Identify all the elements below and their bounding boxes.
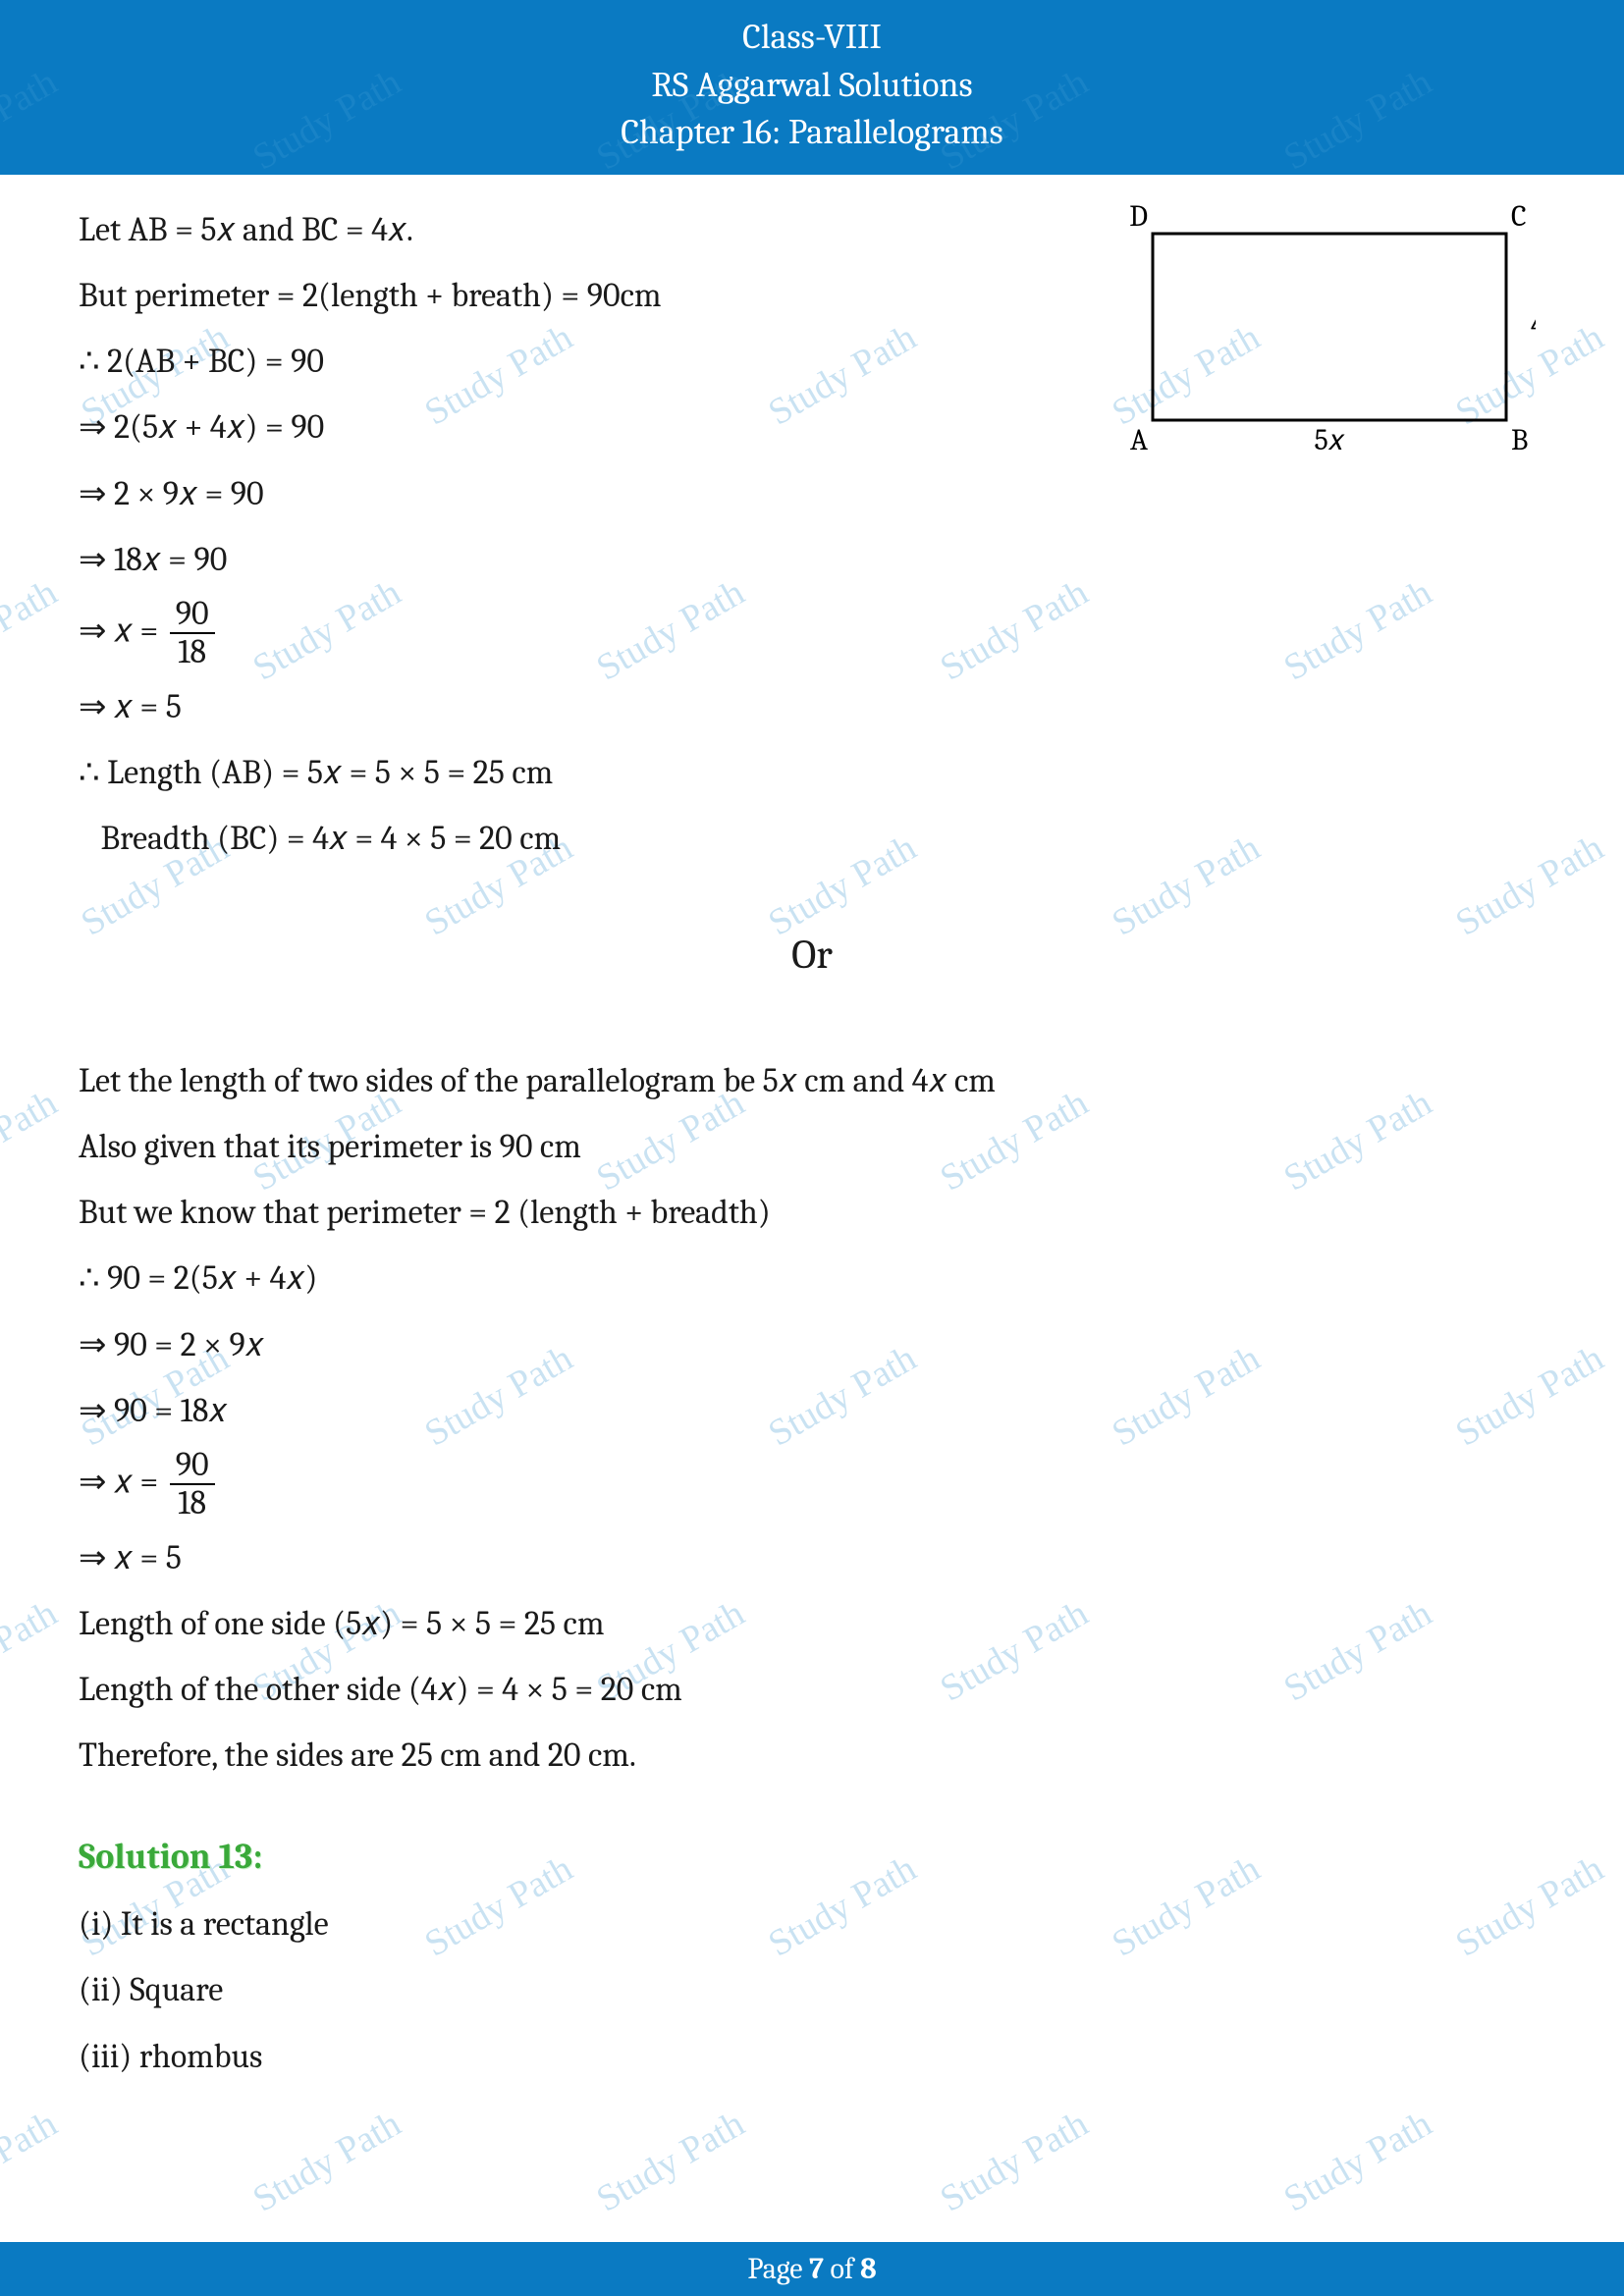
sol1-line-6: ⇒ 18𝑥 = 90 [79,530,1545,590]
sol1-line-9: ∴ Length (AB) = 5𝑥 = 5 × 5 = 25 cm [79,743,1545,803]
sol2-line-3: But we know that perimeter = 2 (length +… [79,1183,1545,1243]
sol2-line-9: Length of one side (5𝑥) = 5 × 5 = 25 cm [79,1594,1545,1654]
page-footer: Page 7 of 8 [0,2242,1624,2296]
sol1-l7-prefix: ⇒ 𝑥 = [79,611,166,650]
frac2-den: 18 [170,1485,215,1522]
sol2-line-5: ⇒ 90 = 2 × 9𝑥 [79,1315,1545,1375]
sol2-line-2: Also given that its perimeter is 90 cm [79,1117,1545,1177]
sol2-line-8: ⇒ 𝑥 = 5 [79,1528,1545,1588]
sol13-ii: (ii) Square [79,1960,1545,2020]
diagram-svg: D C A B 5𝑥 4𝑥 [1123,204,1536,469]
sol2-l7-prefix: ⇒ 𝑥 = [79,1462,166,1501]
sol1-line-7: ⇒ 𝑥 = 90 18 [79,596,1545,671]
footer-total: 8 [860,2252,877,2286]
sol2-line-1: Let the length of two sides of the paral… [79,1051,1545,1111]
sol2-line-10: Length of the other side (4𝑥) = 4 × 5 = … [79,1660,1545,1720]
svg-text:C: C [1511,204,1527,234]
sol2-line-11: Therefore, the sides are 25 cm and 20 cm… [79,1726,1545,1786]
header-line-3: Chapter 16: Parallelograms [0,109,1624,157]
footer-prefix: Page [747,2252,809,2286]
or-separator: Or [79,918,1545,992]
footer-current: 7 [809,2252,824,2286]
fraction-1: 90 18 [170,596,215,671]
svg-text:5𝑥: 5𝑥 [1315,423,1345,457]
footer-mid: of [824,2252,860,2286]
frac1-den: 18 [170,634,215,670]
page-content: DCAB5𝑥4𝑥 Let AB = 5𝑥 and BC = 4𝑥. But pe… [0,175,1624,2087]
sol13-i: (i) It is a rectangle [79,1895,1545,1954]
svg-text:4𝑥: 4𝑥 [1531,308,1536,343]
header-line-2: RS Aggarwal Solutions [0,62,1624,110]
sol1-line-8: ⇒ 𝑥 = 5 [79,677,1545,737]
sol1-line-10: Breadth (BC) = 4𝑥 = 4 × 5 = 20 cm [79,809,1545,869]
svg-text:A: A [1130,423,1148,457]
page-header: Class-VIII RS Aggarwal Solutions Chapter… [0,0,1624,175]
sol2-line-6: ⇒ 90 = 18𝑥 [79,1381,1545,1441]
svg-text:D: D [1129,204,1148,234]
frac2-num: 90 [170,1447,215,1485]
sol2-line-4: ∴ 90 = 2(5𝑥 + 4𝑥) [79,1249,1545,1308]
fraction-2: 90 18 [170,1447,215,1522]
svg-text:B: B [1511,423,1528,457]
solution-13-heading: Solution 13: [79,1826,1545,1890]
header-line-1: Class-VIII [0,14,1624,62]
sol13-iii: (iii) rhombus [79,2027,1545,2087]
sol2-line-7: ⇒ 𝑥 = 90 18 [79,1447,1545,1522]
frac1-num: 90 [170,596,215,634]
rectangle-diagram: D C A B 5𝑥 4𝑥 [1123,204,1536,489]
